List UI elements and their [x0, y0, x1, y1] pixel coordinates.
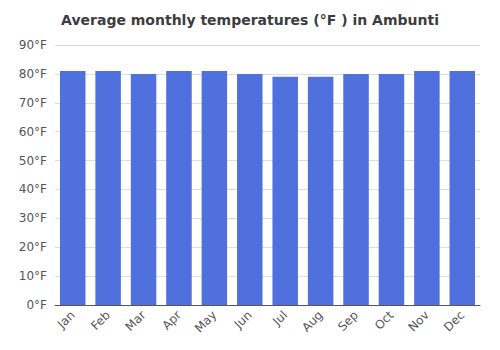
svg-text:20°F: 20°F [19, 240, 47, 254]
svg-text:40°F: 40°F [19, 182, 47, 196]
svg-text:30°F: 30°F [19, 211, 47, 225]
svg-text:60°F: 60°F [19, 125, 47, 139]
svg-text:0°F: 0°F [26, 298, 47, 312]
svg-text:Jun: Jun [231, 308, 255, 332]
svg-text:Dec: Dec [441, 308, 467, 334]
svg-text:50°F: 50°F [19, 154, 47, 168]
svg-text:Oct: Oct [372, 308, 397, 333]
svg-text:Nov: Nov [405, 308, 431, 334]
svg-text:Feb: Feb [88, 308, 113, 333]
svg-text:Aug: Aug [299, 308, 325, 334]
svg-text:Jul: Jul [269, 308, 290, 329]
svg-text:Mar: Mar [123, 308, 149, 334]
svg-text:80°F: 80°F [19, 67, 47, 81]
svg-text:Jan: Jan [54, 308, 78, 332]
svg-text:Average monthly temperatures (: Average monthly temperatures (°F ) in Am… [61, 12, 439, 28]
svg-text:Sep: Sep [335, 308, 361, 334]
svg-text:Apr: Apr [159, 308, 184, 333]
svg-text:70°F: 70°F [19, 96, 47, 110]
svg-text:90°F: 90°F [19, 38, 47, 52]
svg-text:10°F: 10°F [19, 269, 47, 283]
svg-text:May: May [192, 308, 219, 335]
